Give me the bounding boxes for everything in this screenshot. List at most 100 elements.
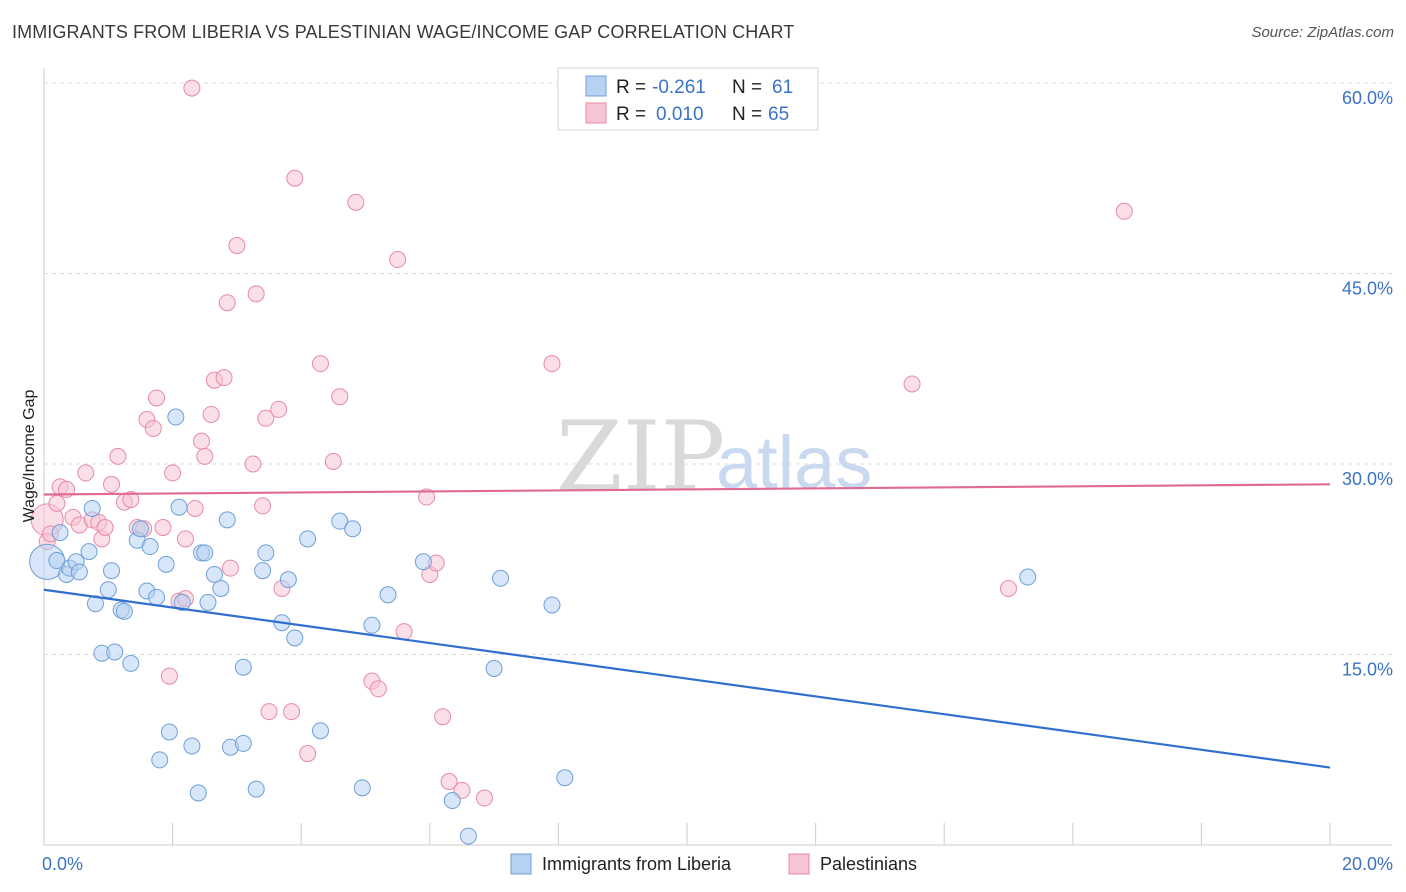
legend-swatch-liberia <box>585 75 607 97</box>
palestinians-point-47 <box>311 355 329 373</box>
series-legend-label-liberia: Immigrants from Liberia <box>542 854 732 874</box>
palestinians-point-35 <box>221 559 239 577</box>
axes <box>43 68 1392 846</box>
legend-r-label-1: R = <box>616 77 646 98</box>
liberia-point-21 <box>148 588 166 606</box>
palestinians-point-24 <box>164 464 182 482</box>
palestinians-point-22 <box>154 519 172 536</box>
liberia-point-2 <box>51 524 69 542</box>
watermark-zip: ZIP <box>556 401 725 513</box>
liberia-point-18 <box>131 520 149 538</box>
liberia-points <box>29 408 1037 845</box>
legend-r-label-2: R = <box>616 104 646 125</box>
x-tick-label-1: 20.0% <box>1342 854 1393 874</box>
watermark-atlas: atlas <box>716 421 872 504</box>
palestinians-point-33 <box>215 369 233 387</box>
palestinians-point-49 <box>331 388 349 406</box>
palestinians-point-62 <box>543 355 561 373</box>
palestinians-point-28 <box>186 499 204 517</box>
liberia-point-16 <box>122 654 140 672</box>
palestinians-point-23 <box>160 667 178 685</box>
y-axis-label: Wage/Income Gap <box>21 390 38 523</box>
liberia-point-11 <box>99 581 117 599</box>
liberia-point-55 <box>485 659 503 677</box>
palestinians-point-63 <box>903 375 921 393</box>
liberia-point-22 <box>151 751 169 769</box>
liberia-point-15 <box>115 602 133 620</box>
palestinians-point-52 <box>369 680 387 698</box>
palestinians-point-13 <box>103 475 121 493</box>
palestinians-point-58 <box>434 708 452 726</box>
palestinians-trend-line <box>43 483 1331 496</box>
palestinians-point-41 <box>270 400 288 418</box>
x-tick-labels: 0.0% 20.0% <box>42 854 1393 874</box>
liberia-point-57 <box>543 596 561 614</box>
series-legend-label-palestinians: Palestinians <box>820 854 917 874</box>
chart-source: Source: ZipAtlas.com <box>1251 24 1394 41</box>
liberia-point-7 <box>80 543 98 561</box>
liberia-point-45 <box>299 530 317 548</box>
palestinians-point-65 <box>1115 202 1133 220</box>
liberia-point-34 <box>212 579 230 597</box>
palestinians-point-36 <box>228 237 246 255</box>
liberia-point-52 <box>414 553 432 571</box>
y-tick-label-3: 60.0% <box>1342 88 1393 108</box>
legend-swatch-palestinians <box>585 102 607 124</box>
palestinians-point-38 <box>247 285 265 303</box>
palestinians-point-50 <box>347 193 365 211</box>
series-legend-swatch-palestinians <box>788 853 810 875</box>
trend-lines <box>43 483 1331 769</box>
palestinians-point-48 <box>324 452 342 470</box>
palestinians-point-54 <box>395 623 413 641</box>
liberia-point-23 <box>157 555 175 573</box>
liberia-point-27 <box>173 593 191 611</box>
palestinians-point-66 <box>183 79 201 97</box>
palestinians-point-14 <box>109 447 127 465</box>
liberia-point-47 <box>331 512 349 530</box>
liberia-point-24 <box>160 723 178 741</box>
liberia-point-50 <box>363 616 381 634</box>
legend-n-label-1: N = <box>732 77 762 98</box>
liberia-point-32 <box>199 593 217 611</box>
legend-n-value-1: 61 <box>772 77 793 98</box>
liberia-trend-line <box>43 588 1331 769</box>
legend-r-value-2: 0.010 <box>656 104 704 125</box>
liberia-point-41 <box>257 544 275 562</box>
liberia-point-48 <box>344 520 362 538</box>
liberia-point-35 <box>218 511 236 529</box>
liberia-point-38 <box>234 658 252 676</box>
palestinians-point-21 <box>148 389 166 407</box>
liberia-point-51 <box>379 586 397 604</box>
palestinians-point-53 <box>389 251 407 269</box>
liberia-point-53 <box>443 792 461 810</box>
liberia-point-1 <box>48 552 66 570</box>
palestinians-point-30 <box>196 447 214 465</box>
liberia-point-33 <box>205 565 223 583</box>
x-tick-label-0: 0.0% <box>42 854 83 874</box>
chart-title: IMMIGRANTS FROM LIBERIA VS PALESTINIAN W… <box>12 22 795 42</box>
watermark: ZIP atlas <box>556 401 872 513</box>
liberia-point-43 <box>279 571 297 589</box>
series-legend-swatch-liberia <box>510 853 532 875</box>
palestinians-point-61 <box>475 789 493 807</box>
liberia-point-40 <box>254 562 272 580</box>
palestinians-point-31 <box>202 405 220 423</box>
liberia-point-46 <box>311 722 329 740</box>
liberia-point-37 <box>234 734 252 752</box>
liberia-point-44 <box>286 629 304 647</box>
palestinians-point-45 <box>286 169 304 187</box>
palestinians-point-44 <box>283 703 301 721</box>
liberia-point-29 <box>189 784 207 802</box>
palestinians-point-42 <box>260 703 278 721</box>
liberia-point-59 <box>1019 568 1037 586</box>
legend-n-label-2: N = <box>732 104 762 125</box>
liberia-point-26 <box>170 498 188 516</box>
x-minor-ticks <box>172 823 1331 845</box>
correlation-legend: R = -0.261 N = 61 R = 0.010 N = 65 <box>557 67 819 131</box>
legend-n-value-2: 65 <box>768 104 789 125</box>
liberia-point-28 <box>183 737 201 755</box>
y-tick-label-1: 30.0% <box>1342 469 1393 489</box>
palestinians-point-55 <box>418 488 436 506</box>
liberia-point-39 <box>247 780 265 798</box>
